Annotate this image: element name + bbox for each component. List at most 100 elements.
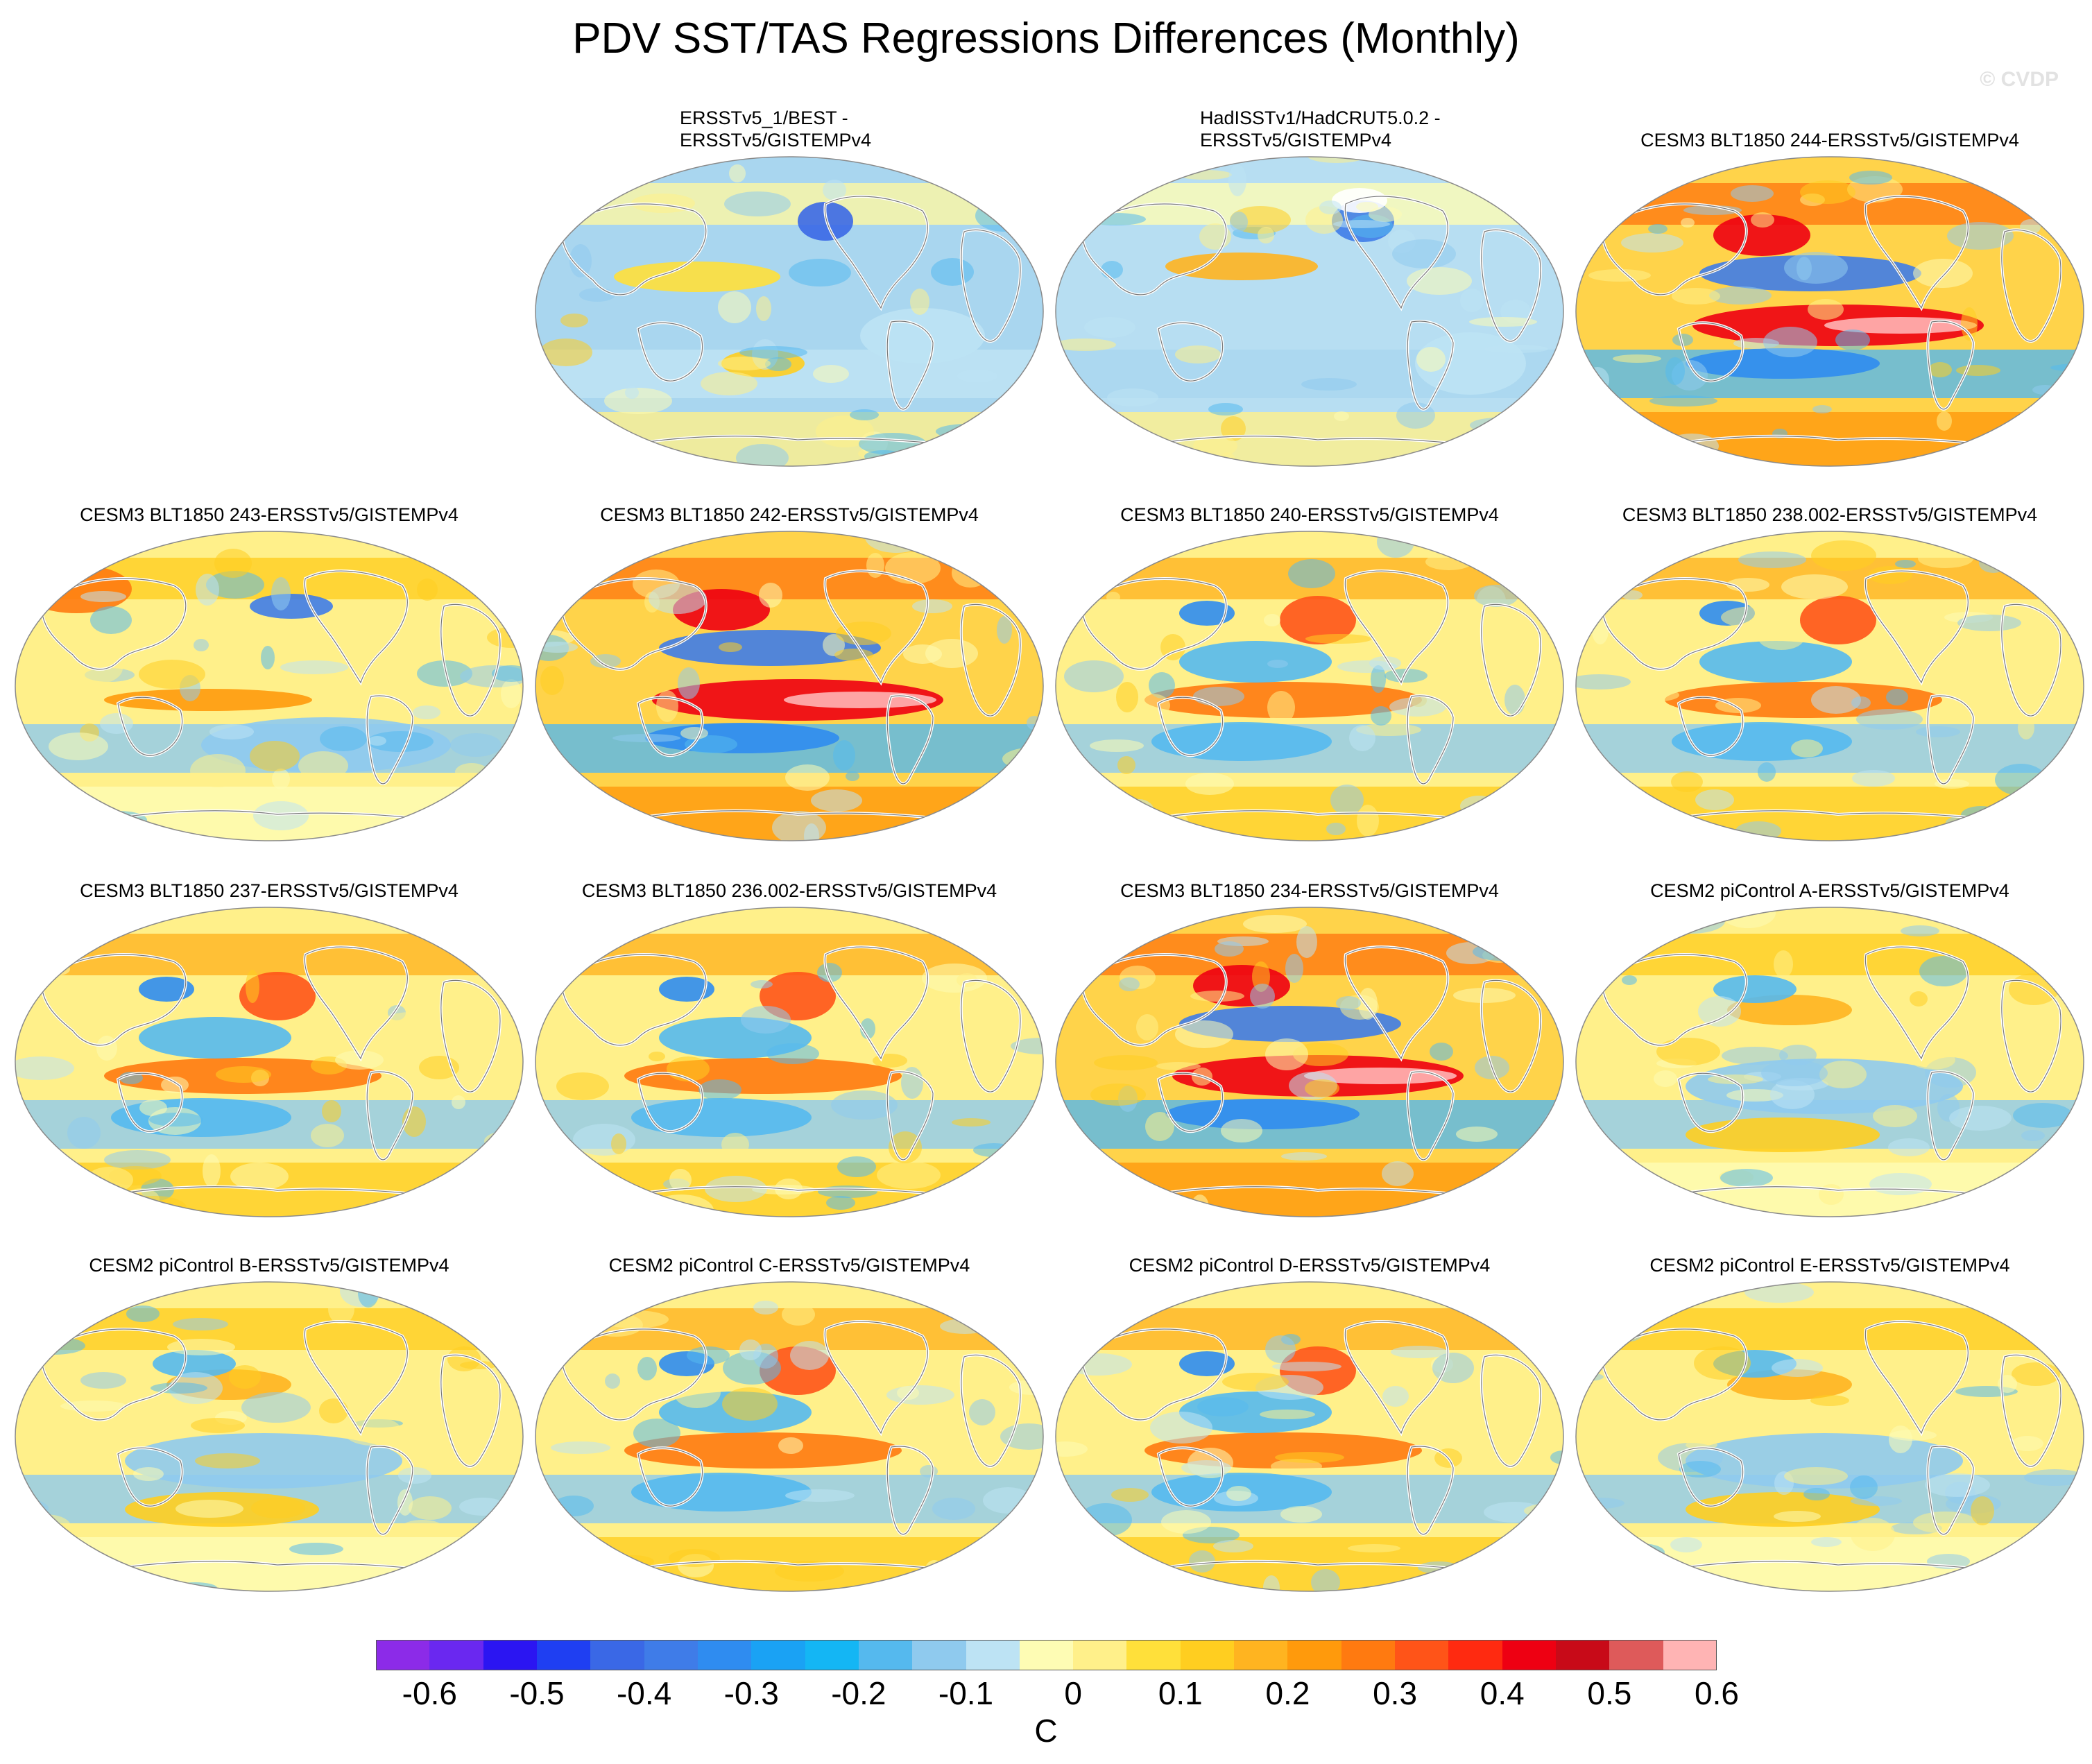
anomaly-region [1686,1118,1880,1152]
map-border [1575,907,2084,1217]
colorbar-swatch [1180,1640,1235,1670]
colorbar-swatch [697,1640,752,1670]
map-border [1055,1281,1564,1592]
colorbar-tick-label: -0.1 [938,1675,994,1711]
colorbar-swatch [644,1640,698,1670]
panel-title-line2: ERSSTv5/GISTEMPv4 [1200,130,1392,151]
anomaly-region [125,1433,402,1489]
map-border [1055,531,1564,841]
map-border [535,531,1044,841]
map-panel: ERSSTv5_1/BEST - ERSSTv5/GISTEMPv4 [534,97,1045,472]
colorbar-swatch [376,1640,430,1670]
map-field [1576,907,2084,1217]
colorbar-swatch [858,1640,913,1670]
regression-map [1055,156,1564,467]
anomaly-region [614,262,780,292]
map-field [535,531,1043,841]
map-panel: CESM3 BLT1850 237-ERSSTv5/GISTEMPv4 [14,848,524,1222]
panel-title: CESM2 piControl A-ERSSTv5/GISTEMPv4 [1650,880,2009,901]
colorbar-swatch [805,1640,859,1670]
map-field [1576,531,2084,841]
anomaly-region [21,565,132,613]
anomaly-region [104,689,312,711]
map-border [15,907,524,1217]
regression-map [1575,1281,2084,1592]
anomaly-region [659,977,714,1002]
regression-map [1575,531,2084,841]
anomaly-region [1686,1492,1880,1527]
colorbar-swatch [1502,1640,1557,1670]
map-border [1055,156,1564,467]
anomaly-region [1713,975,1797,1003]
regression-map [15,531,524,841]
colorbar-tick-label: 0.2 [1265,1675,1310,1711]
anomaly-region [1699,641,1852,683]
colorbar-tick-label: -0.4 [616,1675,672,1711]
colorbar-tick-label: -0.6 [402,1675,457,1711]
panel-title: CESM2 piControl D-ERSSTv5/GISTEMPv4 [1129,1255,1491,1276]
colorbar-swatch [1126,1640,1181,1670]
map-border [535,1281,1044,1592]
panel-title: CESM3 BLT1850 236.002-ERSSTv5/GISTEMPv4 [581,880,997,901]
colorbar-swatch [1395,1640,1449,1670]
colorbar-swatch [751,1640,806,1670]
map-field [535,157,1043,466]
regression-map [15,907,524,1217]
anomaly-region [1179,641,1332,683]
anomaly-region [1672,722,1852,761]
map-field [1576,1282,2084,1591]
colorbar-swatch [1663,1640,1717,1670]
colorbar-unit: C [1034,1713,1058,1749]
panel-title: CESM2 piControl B-ERSSTv5/GISTEMPv4 [89,1255,449,1276]
regression-map [1055,531,1564,841]
cvdp-watermark: © CVDP [1980,68,2059,91]
anomaly-region [631,1098,812,1137]
map-field [15,531,523,841]
regression-map [1575,156,2084,467]
colorbar-tick-label: -0.5 [509,1675,565,1711]
regression-map [535,156,1044,467]
map-panel: CESM3 BLT1850 238.002-ERSSTv5/GISTEMPv4 [1575,472,2085,846]
anomaly-region [1179,601,1235,626]
map-border [1055,907,1564,1217]
colorbar-tick-label: 0.5 [1587,1675,1632,1711]
map-field [1056,1282,1563,1591]
map-border [1575,531,2084,841]
panel-title: CESM3 BLT1850 237-ERSSTv5/GISTEMPv4 [80,880,458,901]
map-panel: CESM2 piControl D-ERSSTv5/GISTEMPv4 [1054,1222,1565,1597]
colorbar-tick-label: 0.3 [1373,1675,1418,1711]
map-panel: CESM3 BLT1850 244-ERSSTv5/GISTEMPv4 [1575,97,2085,472]
colorbar-swatch [483,1640,538,1670]
map-field [15,1282,523,1591]
colorbar-swatch [1019,1640,1074,1670]
colorbar-swatch [912,1640,966,1670]
anomaly-region [1165,1099,1360,1129]
panel-title: CESM2 piControl C-ERSSTv5/GISTEMPv4 [608,1255,970,1276]
map-border [535,156,1044,467]
map-border [1575,1281,2084,1592]
map-field [1056,531,1563,841]
anomaly-region [1713,214,1810,256]
map-border [15,531,524,841]
panel-title: CESM3 BLT1850 242-ERSSTv5/GISTEMPv4 [600,504,979,525]
panel-title: ERSSTv5_1/BEST - [680,108,848,128]
colorbar-swatch [429,1640,484,1670]
map-border [1575,156,2084,467]
map-panel: HadISSTv1/HadCRUT5.0.2 - ERSSTv5/GISTEMPv… [1054,97,1565,472]
colorbar-tick-label: -0.3 [723,1675,779,1711]
colorbar-swatch [1448,1640,1503,1670]
anomaly-region [139,1017,291,1059]
map-panel: CESM3 BLT1850 234-ERSSTv5/GISTEMPv4 [1054,848,1565,1222]
anomaly-region [624,1058,902,1094]
map-panel: CESM2 piControl A-ERSSTv5/GISTEMPv4 [1575,848,2085,1222]
colorbar-swatch [1073,1640,1127,1670]
regression-map [15,1281,524,1592]
colorbar-tick-label: 0.4 [1480,1675,1525,1711]
regression-map [1055,1281,1564,1592]
anomaly-region [1179,1351,1235,1376]
map-field [1056,157,1563,466]
panel-title: CESM2 piControl E-ERSSTv5/GISTEMPv4 [1649,1255,2010,1276]
panel-title: CESM3 BLT1850 238.002-ERSSTv5/GISTEMPv4 [1622,504,2038,525]
map-field [1576,157,2084,466]
anomaly-region [250,594,333,619]
